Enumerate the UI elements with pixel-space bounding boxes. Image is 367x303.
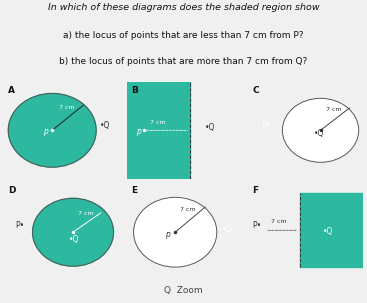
- Text: •Q: •Q: [221, 225, 232, 234]
- Bar: [300, 193, 363, 267]
- Text: •Q: •Q: [68, 235, 79, 244]
- Text: •Q: •Q: [99, 121, 110, 130]
- Circle shape: [283, 98, 359, 162]
- Text: •Q: •Q: [314, 129, 324, 138]
- Text: P•: P•: [262, 121, 271, 130]
- Circle shape: [8, 93, 96, 167]
- Text: B: B: [131, 86, 138, 95]
- Text: F: F: [252, 186, 258, 195]
- Circle shape: [134, 197, 217, 267]
- Text: 7 cm: 7 cm: [78, 211, 93, 216]
- Text: •Q: •Q: [205, 123, 215, 132]
- Text: 7 cm: 7 cm: [150, 119, 166, 125]
- Text: P•: P•: [15, 221, 24, 230]
- Circle shape: [33, 198, 113, 266]
- Text: In which of these diagrams does the shaded region show: In which of these diagrams does the shad…: [48, 3, 319, 12]
- Bar: [127, 82, 190, 179]
- Text: D: D: [8, 186, 16, 195]
- Text: p: p: [43, 127, 48, 136]
- Text: A: A: [8, 86, 15, 95]
- Text: 7 cm: 7 cm: [326, 107, 342, 112]
- Text: Q  Zoom: Q Zoom: [164, 286, 203, 295]
- Text: b) the locus of points that are more than 7 cm from Q?: b) the locus of points that are more tha…: [59, 57, 308, 66]
- Text: E: E: [131, 186, 137, 195]
- Text: •Q: •Q: [323, 227, 333, 236]
- Text: 7 cm: 7 cm: [59, 105, 75, 110]
- Text: p: p: [165, 230, 170, 239]
- Text: P•: P•: [252, 221, 261, 230]
- Text: 7 cm: 7 cm: [271, 219, 287, 225]
- Text: a) the locus of points that are less than 7 cm from P?: a) the locus of points that are less tha…: [63, 31, 304, 40]
- Text: p: p: [136, 127, 141, 136]
- Text: 7 cm: 7 cm: [180, 207, 195, 212]
- Text: C: C: [252, 86, 259, 95]
